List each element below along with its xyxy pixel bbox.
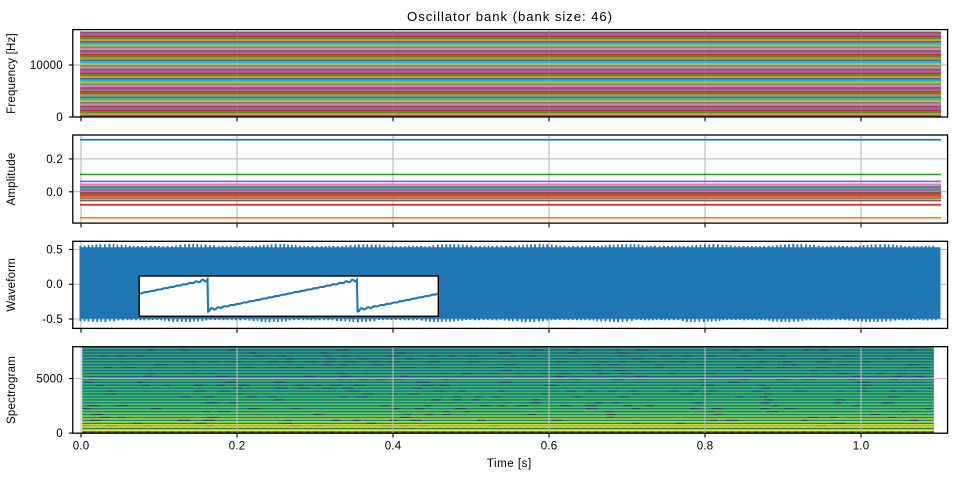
svg-text:0.6: 0.6: [541, 441, 558, 453]
svg-text:10000: 10000: [30, 60, 63, 72]
svg-text:-0.5: -0.5: [42, 314, 63, 326]
svg-text:Time [s]: Time [s]: [487, 458, 532, 470]
svg-text:1.0: 1.0: [853, 441, 870, 453]
svg-text:0.8: 0.8: [697, 441, 714, 453]
svg-text:Oscillator bank (bank size: 46: Oscillator bank (bank size: 46): [407, 9, 613, 24]
svg-text:5000: 5000: [36, 374, 62, 386]
svg-text:Spectrogram: Spectrogram: [6, 356, 18, 424]
svg-text:0.2: 0.2: [46, 154, 63, 166]
svg-text:0.5: 0.5: [46, 244, 63, 256]
svg-text:0: 0: [56, 428, 63, 440]
svg-text:0.0: 0.0: [46, 187, 63, 199]
svg-text:0.0: 0.0: [46, 279, 63, 291]
svg-text:0: 0: [56, 112, 63, 124]
svg-text:0.2: 0.2: [229, 441, 246, 453]
svg-text:Frequency [Hz]: Frequency [Hz]: [6, 33, 18, 114]
svg-text:0.4: 0.4: [385, 441, 402, 453]
svg-text:Waveform: Waveform: [6, 258, 18, 312]
svg-text:0.0: 0.0: [73, 441, 90, 453]
svg-text:Amplitude: Amplitude: [6, 153, 18, 206]
